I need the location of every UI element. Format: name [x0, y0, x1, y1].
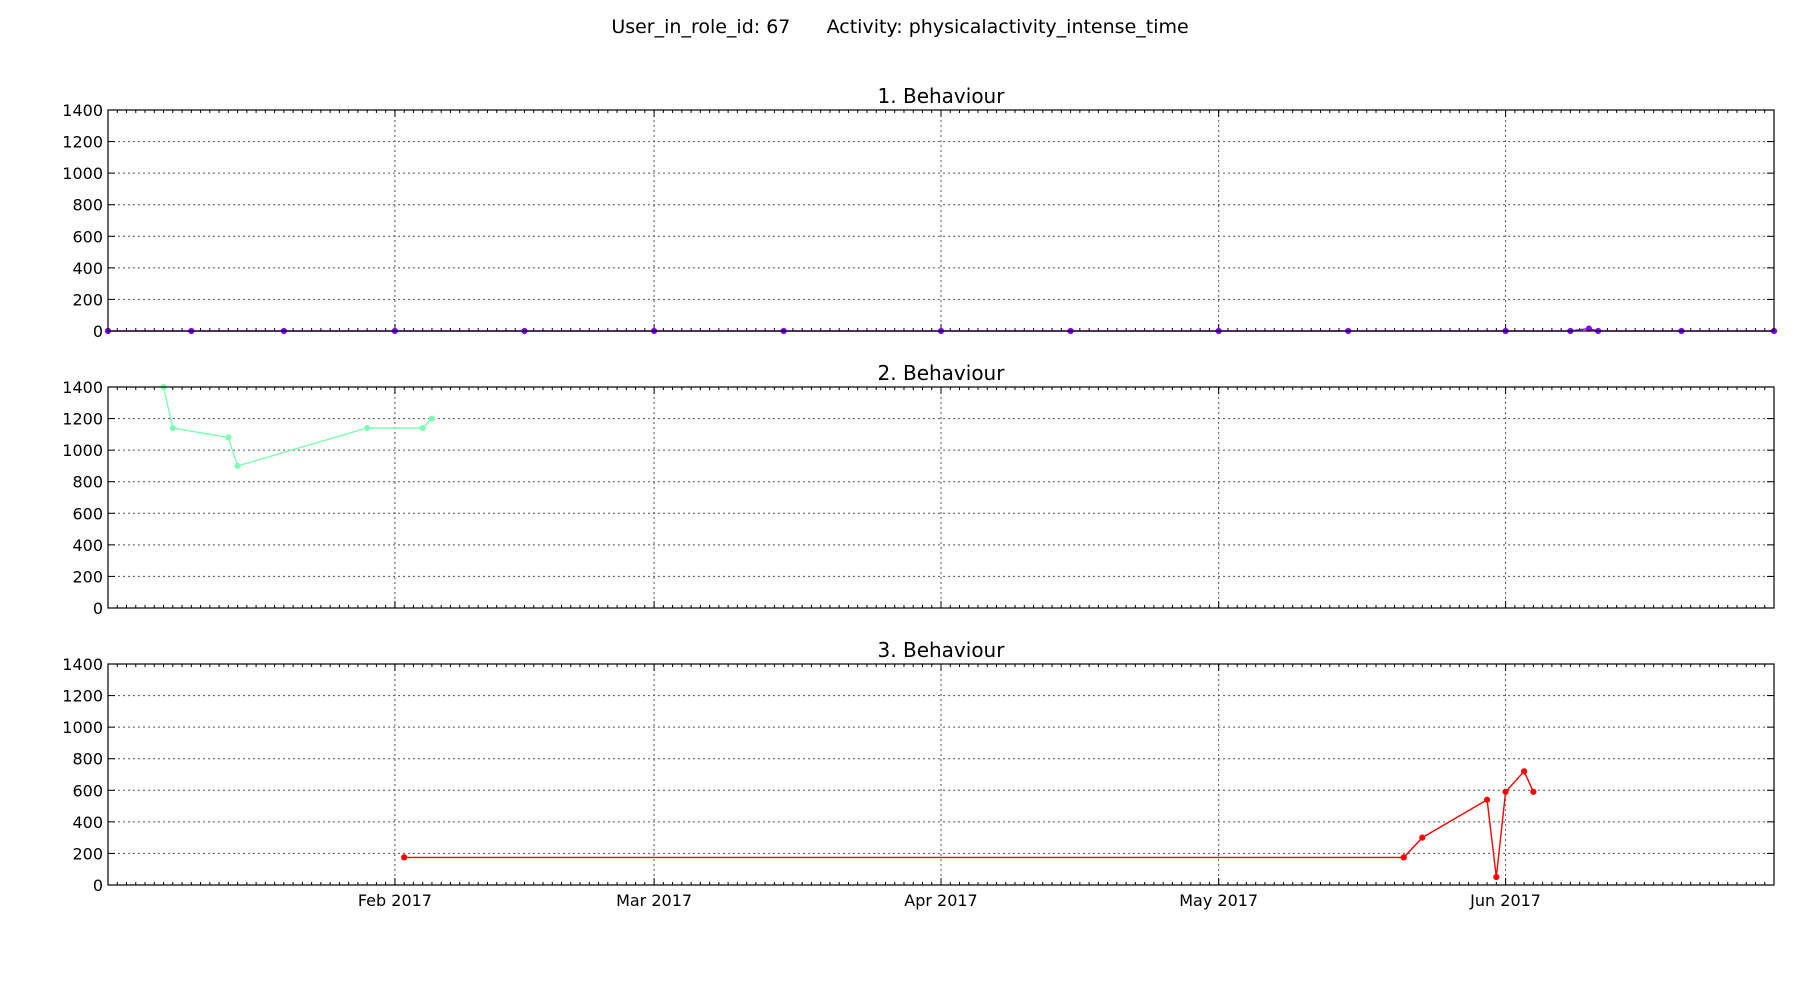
y-tick-label: 600 — [72, 781, 103, 800]
y-tick-label: 600 — [72, 227, 103, 246]
x-tick-label: Mar 2017 — [616, 891, 692, 910]
figure-title: User_in_role_id: 67 Activity: physicalac… — [611, 16, 1189, 38]
data-point — [169, 424, 176, 432]
y-tick-label: 1200 — [62, 133, 103, 152]
axes-frame — [107, 109, 1775, 332]
data-point — [1502, 788, 1509, 795]
series-line — [162, 386, 433, 467]
data-point — [1483, 796, 1491, 803]
y-tick-label: 200 — [72, 290, 103, 309]
data-point — [225, 434, 232, 441]
y-tick-label: 800 — [72, 473, 103, 492]
data-point — [1530, 788, 1537, 795]
series-line — [404, 770, 1535, 878]
y-tick-label: 1000 — [62, 441, 103, 460]
y-tick-label: 800 — [72, 196, 103, 215]
y-tick-label: 800 — [72, 750, 103, 769]
panel-title: 2. Behaviour — [878, 361, 1006, 385]
data-point — [1419, 834, 1426, 841]
y-tick-label: 400 — [72, 813, 103, 832]
y-tick-label: 1400 — [62, 101, 103, 120]
data-point — [401, 854, 408, 861]
x-tick-label: Jun 2017 — [1469, 891, 1541, 910]
data-point — [1400, 854, 1407, 861]
y-tick-label: 0 — [93, 876, 103, 895]
y-tick-label: 1200 — [62, 687, 103, 706]
panel-title: 1. Behaviour — [878, 84, 1006, 108]
panel-title: 3. Behaviour — [878, 638, 1006, 662]
y-tick-label: 200 — [72, 567, 103, 586]
y-tick-label: 1000 — [62, 718, 103, 737]
data-point — [234, 462, 241, 470]
y-tick-label: 400 — [72, 536, 103, 555]
axes-frame — [107, 663, 1775, 886]
data-point — [428, 415, 436, 422]
y-tick-label: 200 — [72, 844, 103, 863]
data-point — [364, 424, 371, 432]
x-tick-label: Apr 2017 — [904, 891, 977, 910]
y-tick-label: 600 — [72, 504, 103, 523]
data-point — [1493, 874, 1500, 881]
y-tick-label: 1400 — [62, 378, 103, 397]
data-point — [419, 424, 426, 432]
axes-frame — [107, 386, 1775, 609]
y-tick-label: 1400 — [62, 655, 103, 674]
x-tick-label: May 2017 — [1179, 891, 1258, 910]
x-tick-label: Feb 2017 — [358, 891, 432, 910]
y-tick-label: 1000 — [62, 164, 103, 183]
y-tick-label: 1200 — [62, 410, 103, 429]
data-point — [1521, 768, 1528, 775]
y-tick-label: 0 — [93, 599, 103, 618]
y-tick-label: 400 — [72, 259, 103, 278]
y-tick-label: 0 — [93, 322, 103, 341]
